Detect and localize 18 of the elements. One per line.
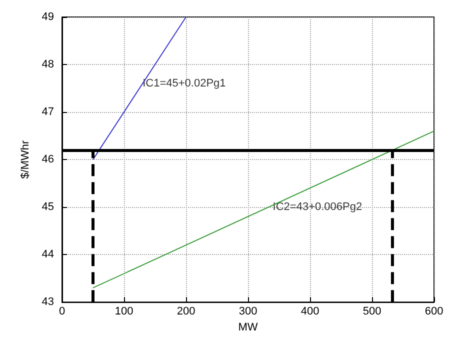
x-tick-label: 200 <box>176 306 196 318</box>
y-axis-title: $/MWhr <box>19 140 32 179</box>
x-axis-title: MW <box>238 322 258 334</box>
x-tick-label: 300 <box>238 306 258 318</box>
y-tick-label: 45 <box>42 201 54 214</box>
y-tick-label: 43 <box>42 296 54 308</box>
annotation: IC1=45+0.02Pg1 <box>142 78 226 90</box>
annotation: IC2=43+0.006Pg2 <box>272 201 362 214</box>
y-tick-label: 46 <box>42 154 54 166</box>
x-tick-label: 0 <box>58 306 66 318</box>
x-tick-label: 400 <box>300 306 320 318</box>
x-tick-label: 500 <box>362 306 382 318</box>
x-tick-label: 600 <box>424 306 444 318</box>
y-tick-label: 44 <box>42 248 54 261</box>
y-tick-label: 49 <box>42 11 54 23</box>
x-tick-label: 100 <box>114 306 134 318</box>
y-tick-label: 47 <box>42 106 54 118</box>
y-tick-label: 48 <box>42 58 54 71</box>
